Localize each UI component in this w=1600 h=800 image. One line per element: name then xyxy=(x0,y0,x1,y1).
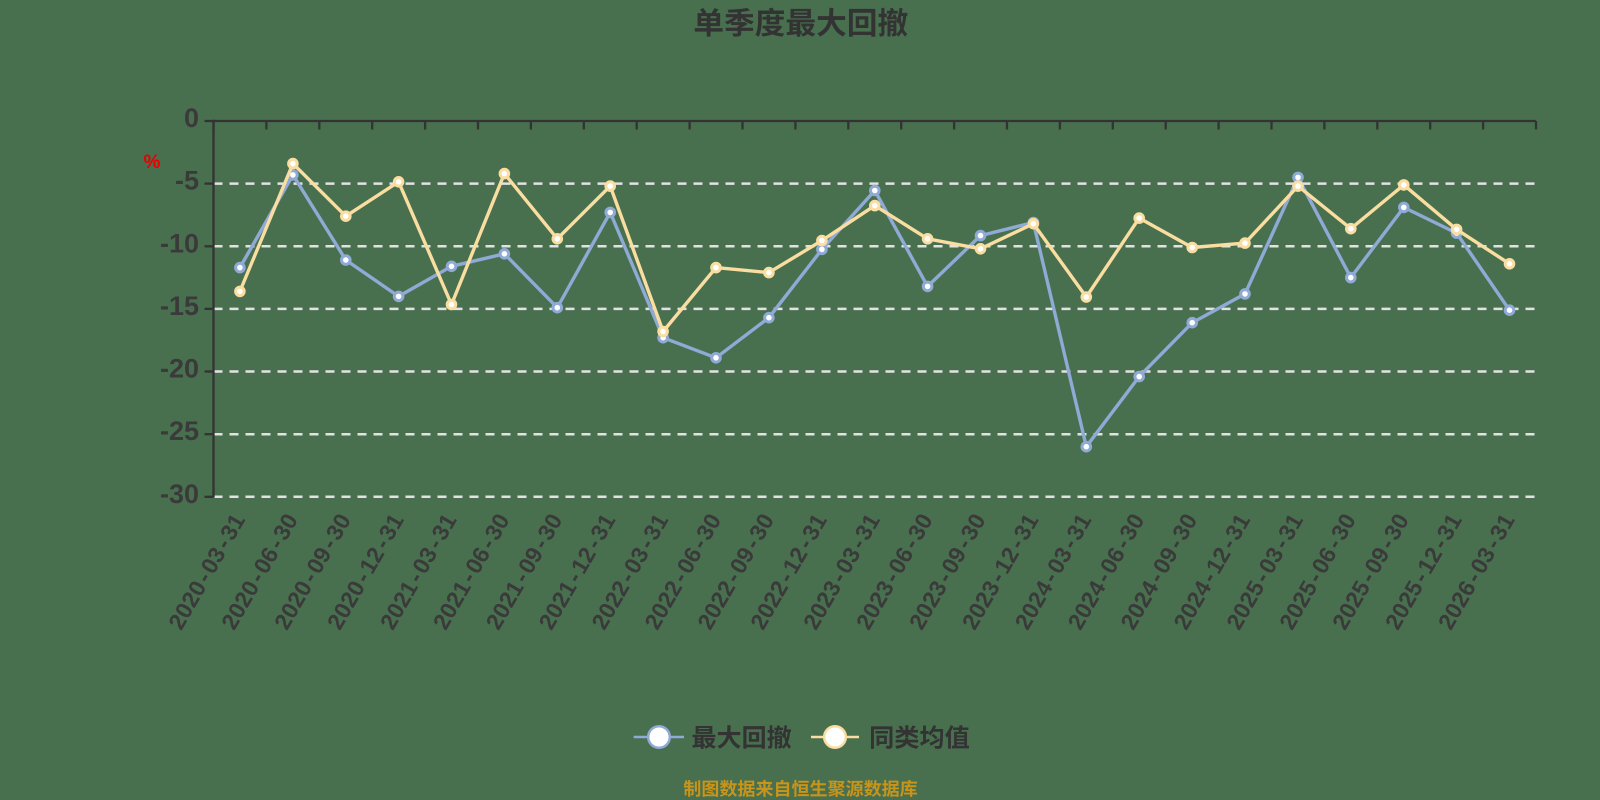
svg-text:-30: -30 xyxy=(160,479,199,509)
svg-text:-10: -10 xyxy=(160,228,199,258)
svg-text:%: % xyxy=(144,152,161,173)
svg-text:-5: -5 xyxy=(175,166,199,196)
svg-text:-15: -15 xyxy=(160,291,199,321)
svg-text:-20: -20 xyxy=(160,354,199,384)
svg-text:0: 0 xyxy=(184,103,199,133)
svg-text:-25: -25 xyxy=(160,416,199,446)
